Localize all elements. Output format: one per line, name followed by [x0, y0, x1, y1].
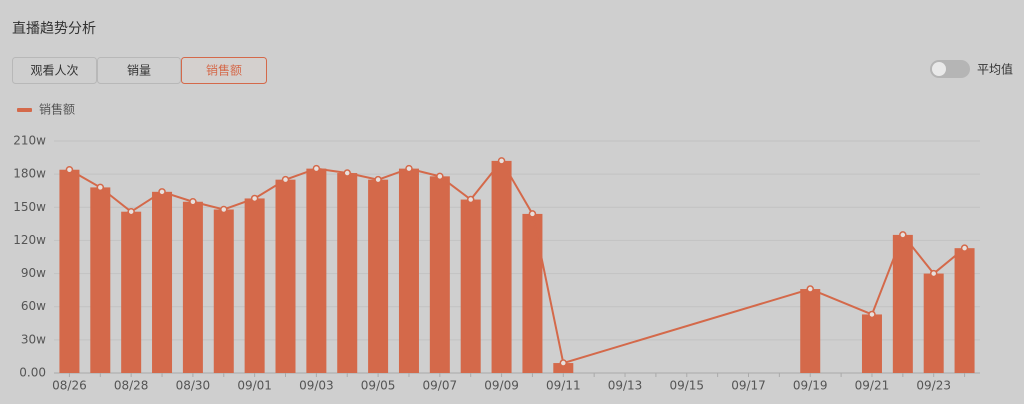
point — [343, 169, 351, 177]
point — [189, 198, 197, 206]
bar — [306, 168, 327, 373]
x-tick-label: 09/05 — [361, 379, 396, 393]
legend-label: 销售额 — [39, 102, 75, 117]
x-tick-label: 08/30 — [176, 379, 211, 393]
tab-label: 销量 — [127, 64, 151, 78]
bar — [368, 179, 389, 373]
x-tick-label: 09/17 — [731, 379, 766, 393]
tab-label: 销售额 — [206, 63, 242, 78]
x-tick-label: 09/23 — [916, 379, 951, 393]
bar — [337, 173, 358, 373]
x-tick-label: 09/07 — [423, 379, 458, 393]
point — [65, 165, 74, 174]
point — [96, 183, 105, 192]
bar — [59, 169, 80, 373]
point — [405, 164, 413, 173]
line — [68, 159, 966, 365]
point — [281, 175, 290, 184]
point — [312, 164, 321, 173]
tab[interactable] — [181, 57, 267, 84]
y-tick-label: 30w — [21, 332, 46, 346]
y-tick-label: 90w — [21, 266, 46, 280]
y-tick-label: 60w — [21, 299, 46, 313]
bar — [213, 209, 234, 373]
x-tick-label: 09/03 — [299, 379, 334, 393]
bar — [553, 363, 574, 373]
y-tick-label: 0.00 — [19, 366, 46, 380]
point — [806, 285, 814, 293]
point — [929, 269, 938, 278]
x-tick-label: 09/09 — [484, 379, 519, 393]
x-tick-label: 09/11 — [546, 379, 581, 393]
toggle-label: 平均值 — [977, 62, 1013, 77]
x-tick-label: 09/19 — [793, 379, 828, 393]
bar — [121, 211, 142, 373]
point — [220, 205, 228, 214]
bar — [861, 314, 882, 373]
bar — [244, 198, 265, 373]
point — [899, 231, 907, 239]
point — [497, 157, 506, 165]
x-tick-label: 08/26 — [52, 379, 87, 393]
bar — [522, 213, 543, 373]
tab[interactable] — [12, 57, 97, 84]
bar — [182, 201, 203, 373]
point — [559, 359, 568, 367]
bar — [892, 234, 913, 373]
x-tick-label: 09/01 — [237, 379, 272, 393]
bar — [800, 289, 821, 373]
bar — [275, 179, 296, 373]
page-title: 直播趋势分析 — [12, 20, 96, 37]
point — [436, 172, 444, 181]
point — [960, 244, 969, 252]
bar — [491, 160, 512, 373]
point — [127, 207, 135, 216]
toggle-knob — [932, 62, 946, 76]
legend-swatch — [17, 108, 32, 112]
y-tick-label: 210w — [13, 134, 46, 148]
y-tick-label: 120w — [13, 233, 46, 247]
point — [250, 194, 259, 203]
tab[interactable] — [97, 57, 181, 84]
bar — [90, 187, 111, 373]
x-tick-label: 09/15 — [669, 379, 704, 393]
bar — [152, 191, 173, 373]
bar — [398, 168, 419, 373]
bar — [954, 248, 975, 373]
point — [528, 210, 537, 218]
x-tick-label: 08/28 — [114, 379, 149, 393]
point — [466, 195, 475, 204]
tab-label: 观看人次 — [30, 64, 78, 78]
point — [868, 310, 876, 319]
x-tick-label: 09/13 — [608, 379, 643, 393]
y-tick-label: 180w — [13, 167, 46, 181]
point — [374, 175, 382, 184]
point — [158, 188, 166, 196]
bar — [460, 199, 481, 373]
y-tick-label: 150w — [13, 200, 46, 214]
bar — [923, 273, 944, 373]
bar — [429, 176, 450, 373]
x-tick-label: 09/21 — [855, 379, 890, 393]
